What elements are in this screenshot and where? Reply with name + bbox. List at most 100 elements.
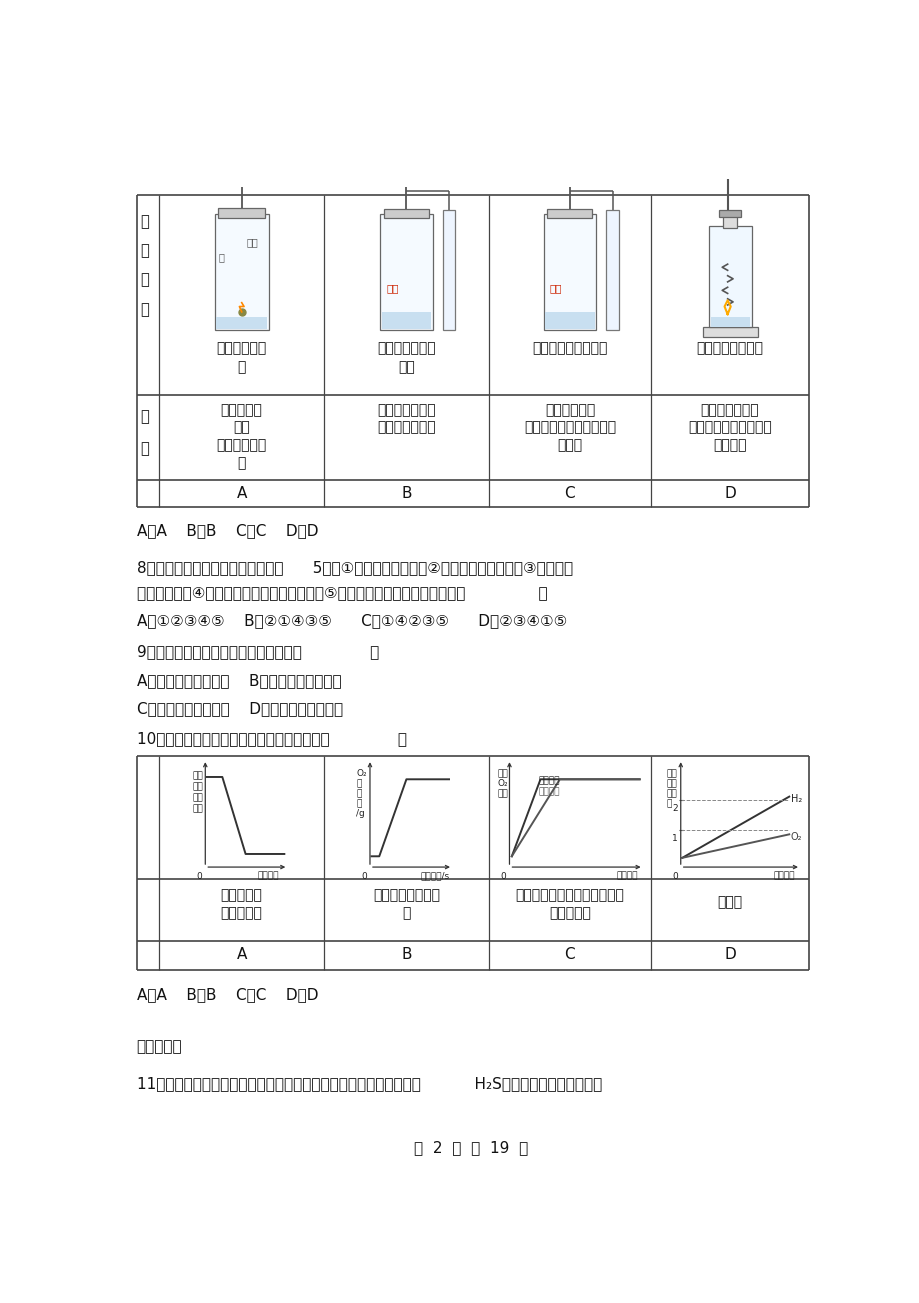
Text: 有催化剂: 有催化剂 [538, 777, 559, 786]
Text: 量筒中的水：: 量筒中的水： [544, 403, 595, 417]
Text: 反应时间: 反应时间 [616, 872, 637, 881]
Bar [722, 214, 736, 228]
Text: 气体: 气体 [666, 779, 676, 788]
Text: B: B [401, 486, 411, 500]
Text: 集气瓶中的水：: 集气瓶中的水： [377, 403, 436, 417]
Text: 红磷: 红磷 [550, 284, 562, 293]
Text: O₂: O₂ [356, 769, 367, 778]
Bar [218, 208, 265, 218]
Text: 质量: 质量 [497, 790, 508, 799]
Text: 0: 0 [500, 872, 505, 881]
Text: 气体积: 气体积 [557, 438, 582, 452]
Bar [606, 210, 618, 330]
Text: C: C [564, 486, 574, 500]
Text: A: A [236, 947, 246, 962]
Bar [547, 208, 592, 218]
Text: 体的: 体的 [193, 794, 203, 803]
Text: 测定空气中: 测定空气中 [221, 889, 262, 903]
Text: 装置: 装置 [193, 771, 203, 780]
Text: 反应时间: 反应时间 [257, 872, 278, 881]
Text: A: A [236, 486, 246, 500]
Bar [709, 317, 749, 327]
Text: 无催化剂: 无催化剂 [538, 787, 559, 796]
Text: D: D [723, 486, 735, 500]
Text: 吸收放出的热: 吸收放出的热 [216, 438, 267, 452]
Text: 置: 置 [141, 302, 149, 317]
Text: 气瓶炸裂: 气瓶炸裂 [712, 438, 746, 452]
Bar [702, 327, 757, 337]
Bar [381, 311, 431, 328]
Text: 1: 1 [671, 834, 677, 843]
Text: O₂: O₂ [497, 779, 508, 788]
Text: O₂: O₂ [790, 833, 801, 842]
Text: 生成: 生成 [666, 769, 676, 778]
Bar [709, 225, 751, 327]
Text: 量: 量 [237, 456, 245, 470]
Text: 2: 2 [671, 804, 677, 813]
Text: 水：: 水： [233, 421, 250, 434]
Text: 燃: 燃 [218, 253, 224, 263]
Text: 10．下列图象能正确反映对应变化关系的是（              ）: 10．下列图象能正确反映对应变化关系的是（ ） [137, 731, 406, 747]
Text: 测定空气中氧气含量: 测定空气中氧气含量 [532, 341, 607, 356]
Text: 内气: 内气 [193, 782, 203, 791]
Text: 0: 0 [361, 872, 367, 881]
Text: 实: 实 [141, 214, 149, 229]
Text: 9．催化剂在化学反应中所起的作用是（              ）: 9．催化剂在化学反应中所起的作用是（ ） [137, 644, 379, 659]
Text: 量: 量 [356, 799, 361, 808]
Text: 集气瓶中的: 集气瓶中的 [221, 403, 262, 417]
Text: 验: 验 [141, 244, 149, 258]
Text: 装: 装 [141, 272, 149, 288]
Text: 烧: 烧 [237, 361, 245, 374]
Text: B: B [401, 947, 411, 962]
Text: 生成: 生成 [497, 769, 508, 778]
Text: C: C [564, 947, 574, 962]
Text: 氧气: 氧气 [246, 237, 258, 248]
Text: H₂: H₂ [790, 795, 801, 804]
Text: C．改变化学反应速率    D．减慢化学反应速率: C．改变化学反应速率 D．减慢化学反应速率 [137, 701, 343, 715]
Text: 用等质量、等浓度的双氧水分: 用等质量、等浓度的双氧水分 [515, 889, 624, 903]
Text: D: D [723, 947, 735, 962]
Text: 11．鸡蛋腐败变质时会产生一种无色、有臭鸡蛋气味的硫化氢气体（           H₂S）．硫化氢气体是一种大: 11．鸡蛋腐败变质时会产生一种无色、有臭鸡蛋气味的硫化氢气体（ H₂S）．硫化氢… [137, 1076, 601, 1092]
Text: 0: 0 [197, 872, 202, 881]
Text: 冷却溅落熔物，防止集: 冷却溅落熔物，防止集 [687, 421, 771, 434]
Text: 电解水: 电解水 [717, 895, 742, 908]
Text: 释: 释 [141, 442, 149, 456]
Bar [543, 214, 596, 330]
Text: 第  2  页  共  19  页: 第 2 页 共 19 页 [414, 1140, 528, 1156]
Text: 0: 0 [671, 872, 677, 881]
Text: A．①②③④⑤    B．②①④③⑤      C．①④②③⑤      D．②③④①⑤: A．①②③④⑤ B．②①④③⑤ C．①④②③⑤ D．②③④①⑤ [137, 612, 566, 628]
Text: 红磷: 红磷 [386, 284, 398, 293]
Text: 硫在氧气中燃: 硫在氧气中燃 [216, 341, 267, 356]
Text: 的质: 的质 [666, 790, 676, 799]
Text: 质: 质 [356, 790, 361, 799]
Bar [216, 317, 267, 328]
Text: 受热时间/s: 受热时间/s [420, 872, 449, 881]
Text: /g: /g [356, 809, 364, 818]
Text: 体积: 体积 [193, 804, 203, 813]
Text: 加热高锰酸钾制氧: 加热高锰酸钾制氧 [372, 889, 439, 903]
Text: 含量: 含量 [398, 361, 414, 374]
Text: 别制取氧气: 别制取氧气 [549, 907, 590, 920]
Text: 8．实验室制取二氧化碳一般有如下      5步：①检查装置气密性；②按要求装配好仪器；③向漏斗中: 8．实验室制取二氧化碳一般有如下 5步：①检查装置气密性；②按要求装配好仪器；③… [137, 560, 573, 576]
Text: 氧气的含量: 氧气的含量 [221, 907, 262, 920]
Text: 注入稀盐酸；④向锥形瓶中加几小块大理石；⑤收集气体．正确的操作顺序是（               ）: 注入稀盐酸；④向锥形瓶中加几小块大理石；⑤收集气体．正确的操作顺序是（ ） [137, 585, 547, 601]
Text: 铁丝在氧气中燃烧: 铁丝在氧气中燃烧 [696, 341, 763, 356]
Text: 测定空气中氧气: 测定空气中氧气 [377, 341, 436, 356]
Bar [545, 311, 594, 328]
Text: 二、填空题: 二、填空题 [137, 1040, 182, 1054]
Text: 集气瓶中的水：: 集气瓶中的水： [700, 403, 758, 417]
Text: 更快的吸收白烟: 更快的吸收白烟 [377, 421, 436, 434]
Text: 通过水体积的变化得出氧: 通过水体积的变化得出氧 [523, 421, 616, 434]
Bar [380, 214, 432, 330]
Bar [442, 210, 455, 330]
Text: A．加快化学反应速率    B．使生成物质量增加: A．加快化学反应速率 B．使生成物质量增加 [137, 674, 341, 688]
Bar [719, 210, 740, 218]
Text: A．A    B．B    C．C    D．D: A．A B．B C．C D．D [137, 988, 318, 1002]
Text: 反应时间: 反应时间 [773, 872, 794, 881]
Text: A．A    B．B    C．C    D．D: A．A B．B C．C D．D [137, 524, 318, 538]
Bar [383, 208, 428, 218]
Text: 量: 量 [666, 799, 672, 808]
Text: 的: 的 [356, 779, 361, 788]
Bar [214, 214, 268, 330]
Text: 解: 解 [141, 409, 149, 423]
